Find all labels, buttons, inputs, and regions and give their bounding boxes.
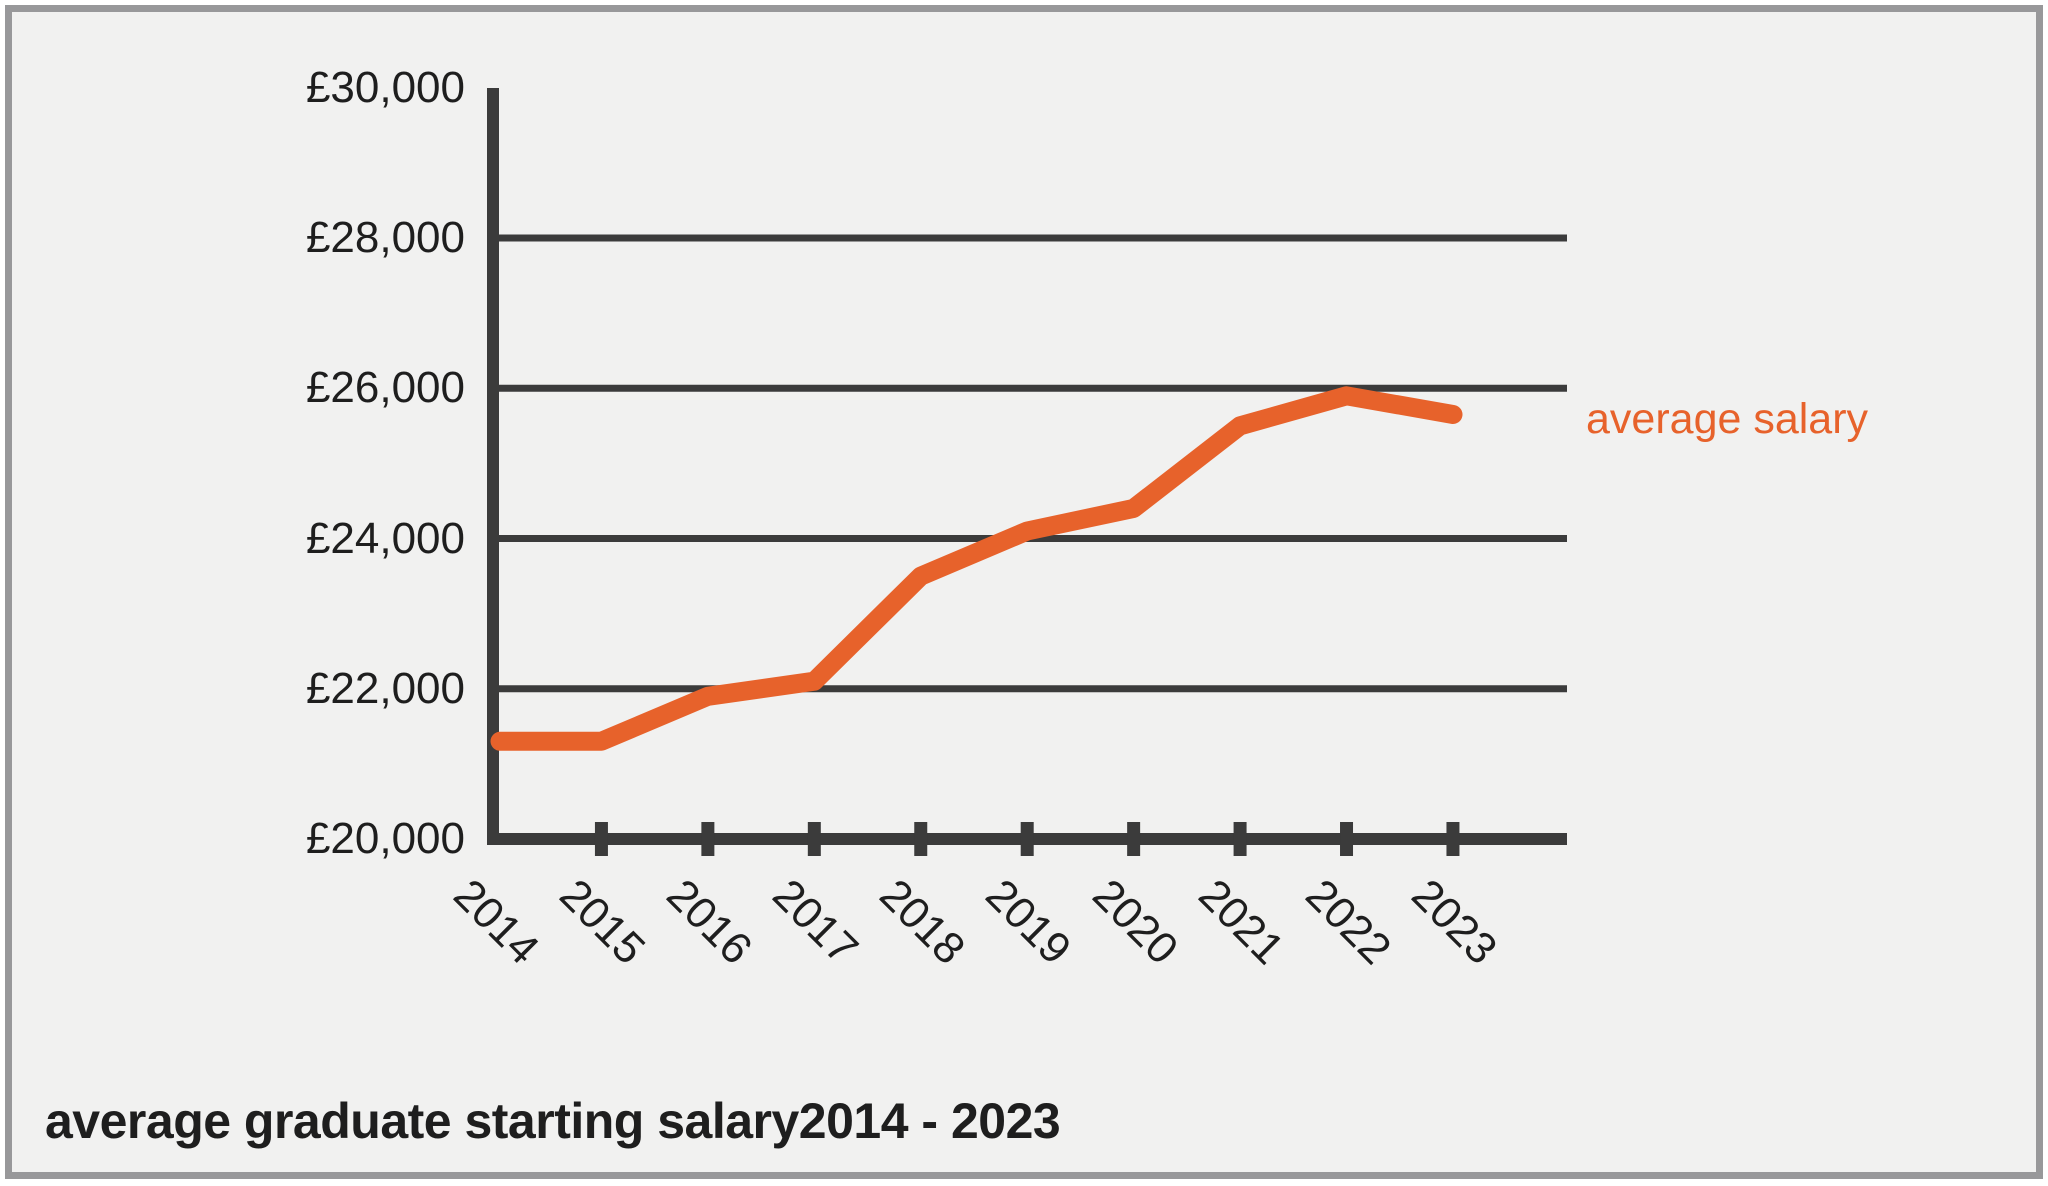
average-salary-line: [490, 386, 1463, 751]
y-tick-label: £22,000: [305, 663, 465, 713]
chart-frame: £30,000 £28,000 £26,000 £24,000 £22,000 £20,0…: [5, 5, 2043, 1179]
y-tick-label: £20,000: [305, 814, 465, 863]
y-tick-label: £24,000: [305, 513, 465, 563]
y-tick-label: £30,000: [305, 62, 465, 112]
series-legend-label: average salary: [1586, 394, 1869, 443]
plot-area: £30,000 £28,000 £26,000 £24,000 £22,000 £20,0…: [12, 12, 2036, 1172]
chart-title: average graduate starting salary2014 - 2…: [45, 1093, 1061, 1149]
y-tick-label: £28,000: [305, 213, 465, 262]
y-tick-label: £26,000: [305, 363, 465, 413]
line-chart-canvas: [487, 88, 1567, 856]
